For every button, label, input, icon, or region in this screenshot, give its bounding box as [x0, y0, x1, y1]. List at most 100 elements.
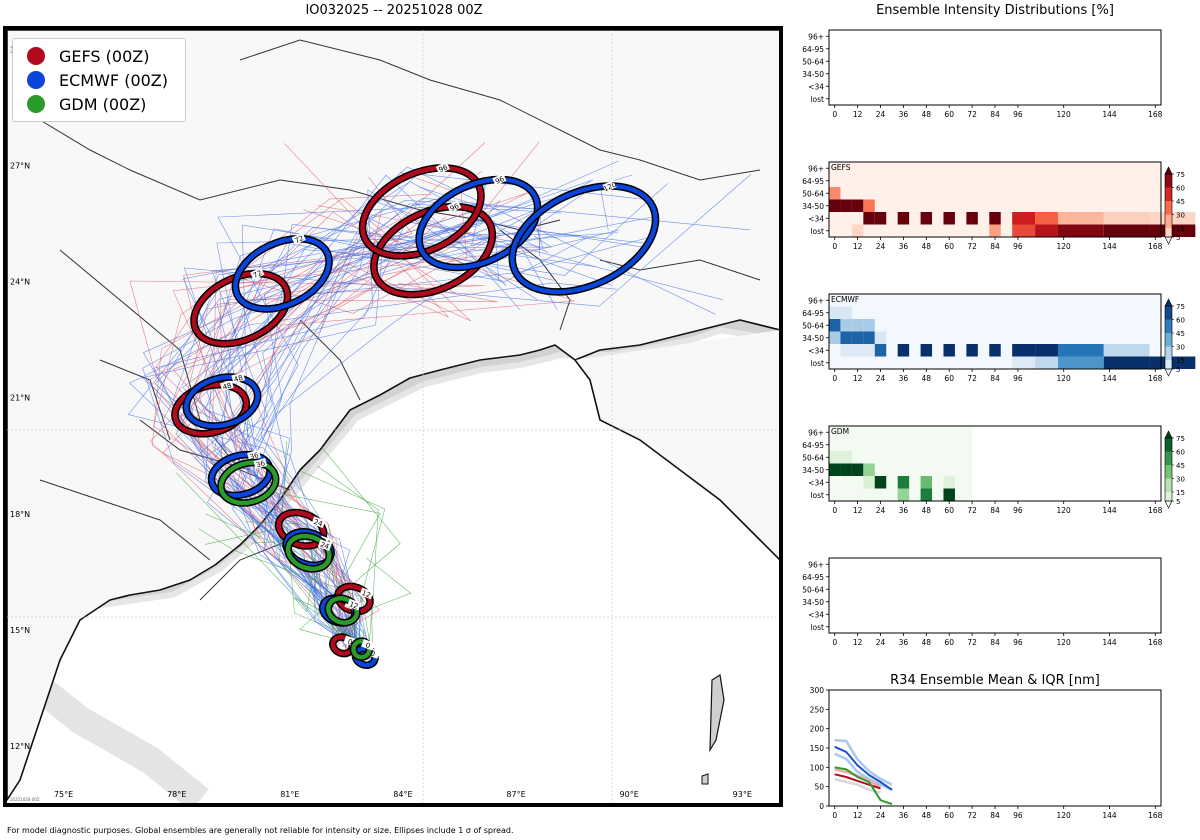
hour-label: 48 [233, 374, 244, 384]
intensity-category-label: 64-95 [802, 45, 824, 54]
intensity-panel-gdm: GDM lost <34 34-50 50-64 64-95 96+ 0 12 24 36 48 60 7… [802, 425, 1185, 515]
footer-note: For model diagnostic purposes. Global en… [7, 826, 514, 835]
lat-label: 15°N [10, 626, 30, 635]
hour-tick-label: 12 [853, 110, 863, 119]
r34-y-tick-label: 50 [814, 783, 824, 792]
heatmap-cell [920, 212, 933, 225]
intensity-category-label: 64-95 [802, 573, 824, 582]
hour-tick-label: 48 [922, 242, 932, 251]
hour-tick-label: 72 [967, 242, 977, 251]
hour-label: 0 [347, 638, 354, 647]
hour-label-box [602, 179, 617, 193]
heatmap-cell [829, 187, 841, 200]
panel-label: GEFS [831, 163, 851, 172]
r34-y-tick-label: 250 [810, 705, 825, 714]
r34-x-tick-label: 144 [1102, 811, 1117, 820]
heatmap-cell [851, 224, 864, 237]
hour-label-box [359, 587, 374, 600]
hour-label-box [435, 161, 450, 175]
hour-tick-label: 0 [832, 242, 837, 251]
hour-tick-label: 24 [876, 506, 886, 515]
colorbar-tick-label: 30 [1176, 476, 1185, 484]
hour-tick-label: 168 [1148, 110, 1163, 119]
intensity-panel-gefs: GEFS lost <34 34-50 50-64 64-95 96+ 0 12 24 36 48 60… [802, 161, 1196, 251]
heatmap-cell [1057, 344, 1104, 357]
hour-tick-label: 12 [853, 638, 863, 647]
hour-tick-label: 120 [1057, 110, 1072, 119]
hour-tick-label: 96 [1013, 638, 1023, 647]
r34-series-line [834, 766, 893, 806]
heatmap-cell [989, 344, 1001, 357]
legend-item-gefs: GEFS (00Z) [27, 44, 149, 68]
intensity-category-label: 34-50 [802, 466, 824, 475]
intensity-category-label: 96+ [808, 296, 824, 305]
hour-tick-label: 36 [899, 506, 909, 515]
country-borders [39, 39, 761, 601]
colorbar-tick-label: 75 [1176, 303, 1185, 311]
heatmap-cell [1035, 356, 1058, 369]
hour-tick-label: 0 [832, 374, 837, 383]
hour-tick-label: 36 [899, 242, 909, 251]
r34-x-tick-label: 0 [832, 811, 837, 820]
gdm-legend-marker [27, 95, 45, 113]
intensity-category-label: 50-64 [802, 453, 824, 462]
colorbar-tick-label: 45 [1176, 462, 1185, 470]
heatmap-cell [829, 319, 841, 332]
hour-label: 0 [364, 641, 371, 650]
r34-x-tick-label: 168 [1148, 811, 1163, 820]
heatmap-cell [1012, 224, 1036, 237]
heatmap-cell [966, 344, 978, 357]
heatmap-cell [840, 331, 852, 344]
heatmap-cell [863, 463, 875, 476]
intensity-category-label: 64-95 [802, 177, 824, 186]
hour-tick-label: 48 [922, 506, 932, 515]
member-track [366, 557, 412, 654]
heatmap-cell [897, 476, 910, 489]
heatmap-cell [943, 488, 955, 501]
hour-tick-label: 48 [922, 374, 932, 383]
ecmwf-legend-marker [27, 71, 45, 89]
hour-tick-label: 24 [876, 242, 886, 251]
intensity-category-label: 34-50 [802, 598, 824, 607]
heatmap-cell [920, 488, 933, 501]
hour-tick-label: 48 [922, 110, 932, 119]
hour-label: 36 [249, 451, 260, 461]
heatmap-cell [829, 331, 841, 344]
lon-label: 75°E [54, 790, 73, 799]
hour-label: 96 [438, 163, 450, 174]
hour-tick-label: 84 [990, 374, 1000, 383]
colorbar-tick-label: 60 [1176, 317, 1185, 325]
member-track [162, 143, 449, 639]
legend-item-gdm: GDM (00Z) [27, 92, 146, 116]
heatmap-cell [1149, 356, 1196, 369]
member-track [317, 465, 379, 645]
r34-y-tick-label: 0 [819, 802, 824, 811]
legend-label: GDM (00Z) [59, 94, 147, 114]
heatmap-cell [1035, 344, 1058, 357]
heatmap-cell [829, 199, 841, 212]
hour-label-box [347, 598, 362, 611]
ellipse-gefs-72h: 72 [190, 267, 292, 348]
r34-x-tick-label: 72 [967, 811, 977, 820]
hour-tick-label: 24 [876, 110, 886, 119]
colorbar-tick-label: 15 [1176, 489, 1185, 497]
ellipse-ecmwf-120h: 120 [508, 179, 660, 296]
hour-tick-label: 96 [1013, 506, 1023, 515]
intensity-category-label: 50-64 [802, 585, 824, 594]
lon-label: 78°E [167, 790, 186, 799]
heatmap-cell [863, 199, 875, 212]
legend-label: ECMWF (00Z) [59, 70, 168, 90]
heatmap-cell [1012, 212, 1036, 225]
hour-tick-label: 0 [832, 506, 837, 515]
colorbar-tick-label: 30 [1176, 212, 1185, 220]
hour-label: 96 [449, 202, 461, 213]
colorbar-tick-label: 60 [1176, 185, 1185, 193]
r34-series-line [834, 745, 893, 791]
r34-series-line [834, 777, 881, 794]
hour-label-box [220, 380, 234, 391]
hour-label-box [250, 267, 265, 280]
heatmap-cell [920, 476, 933, 489]
gridlines [7, 30, 780, 804]
hour-tick-label: 60 [944, 110, 954, 119]
heatmap-cell [874, 212, 887, 225]
